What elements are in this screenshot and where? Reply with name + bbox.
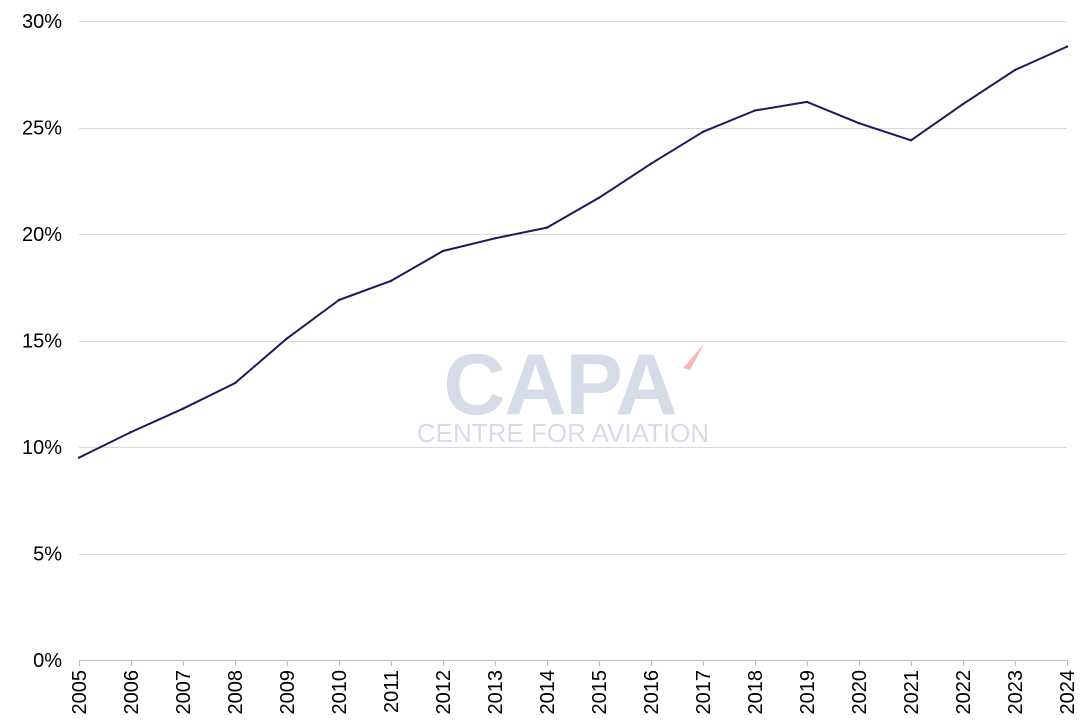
y-tick-label: 15%: [22, 331, 62, 353]
data-point: [857, 122, 861, 125]
x-tick-label: 2009: [277, 670, 299, 715]
x-tick-label: 2011: [381, 670, 403, 713]
data-point: [441, 249, 445, 253]
data-point: [805, 100, 809, 104]
series-layer: [77, 45, 1069, 459]
grid-lines: [79, 21, 1067, 555]
data-point: [961, 102, 965, 106]
x-tick-label: 2019: [797, 670, 819, 715]
x-tick-label: 2017: [693, 670, 715, 715]
x-tick-label: 2023: [1005, 670, 1027, 715]
data-point: [701, 130, 705, 133]
x-tick-label: 2022: [953, 670, 975, 715]
series-line: [78, 45, 1068, 459]
x-tick-label: 2010: [329, 670, 351, 715]
x-tick-label: 2013: [485, 670, 507, 715]
y-tick-label: 0%: [33, 650, 62, 672]
watermark-tagline: CENTRE FOR AVIATION: [417, 418, 709, 448]
x-tick-label: 2016: [641, 670, 663, 715]
data-point: [77, 456, 81, 459]
x-tick-label: 2006: [121, 670, 143, 715]
y-tick-label: 20%: [22, 224, 62, 246]
x-tick-label: 2020: [849, 670, 871, 715]
data-point: [545, 226, 549, 229]
watermark-logo-text: CAPA: [443, 337, 676, 433]
y-axis-ticks: 0% 5% 10% 15% 20% 25% 30%: [22, 11, 62, 672]
data-point: [597, 196, 601, 199]
data-point: [129, 430, 133, 434]
x-tick-label: 2015: [589, 670, 611, 715]
x-tick-label: 2008: [225, 670, 247, 715]
y-tick-label: 5%: [33, 544, 62, 566]
x-tick-label: 2005: [69, 670, 91, 715]
x-tick-label: 2012: [433, 670, 455, 715]
x-tick-label: 2024: [1057, 670, 1079, 715]
data-point: [181, 407, 185, 410]
x-axis-ticks: 2005 2006 2007 2008 2009 2010 2011 2012 2013 2014…: [69, 670, 1079, 715]
axes: [79, 660, 1068, 666]
data-point: [285, 337, 289, 340]
data-point: [753, 109, 757, 112]
watermark-swoosh-icon: [683, 344, 704, 370]
y-tick-label: 10%: [22, 437, 62, 459]
x-tick-label: 2018: [745, 670, 767, 715]
y-tick-label: 25%: [22, 118, 62, 140]
x-tick-label: 2014: [537, 670, 559, 715]
data-point: [1013, 68, 1017, 72]
data-point: [493, 237, 497, 240]
data-point: [649, 162, 653, 165]
y-tick-label: 30%: [22, 11, 62, 33]
data-point: [1065, 45, 1069, 48]
x-tick-label: 2007: [173, 670, 195, 715]
data-point: [337, 298, 341, 302]
data-point: [909, 139, 913, 142]
x-tick-label: 2021: [901, 670, 923, 715]
data-point: [233, 381, 237, 385]
capa-watermark-logo: CAPA CENTRE FOR AVIATION: [417, 337, 709, 448]
data-point: [389, 279, 393, 283]
